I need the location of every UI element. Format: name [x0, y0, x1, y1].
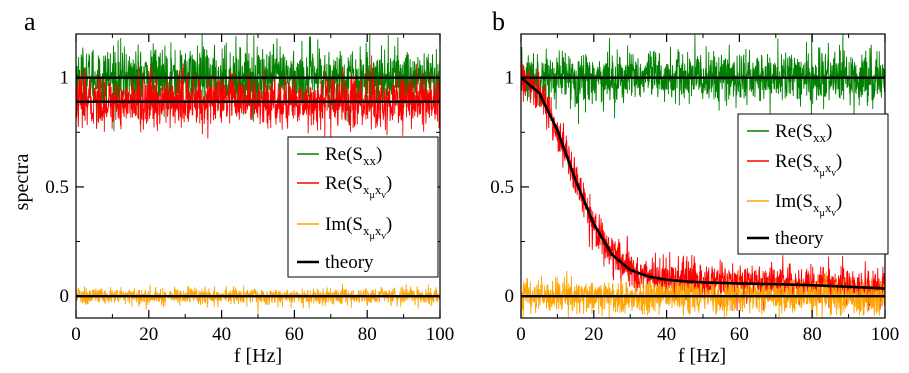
x-tick-label: 80: [803, 324, 822, 345]
panel-label-b: b: [492, 7, 505, 36]
legend-label-theory-a: theory: [325, 252, 374, 273]
x-tick-label: 80: [358, 324, 377, 345]
x-tick-label: 20: [139, 324, 158, 345]
y-tick-label: 1: [505, 68, 515, 89]
legend-label-re-sxmu-a: Re(Sxμxν): [325, 173, 392, 201]
plot-area: [521, 34, 885, 318]
x-tick-label: 20: [584, 324, 603, 345]
y-tick-label: 0: [505, 286, 515, 307]
theory-curve: [521, 76, 885, 290]
y-axis-label: spectra: [11, 154, 33, 211]
x-tick-label: 0: [71, 324, 81, 345]
y-tick-label: 0.5: [45, 177, 69, 198]
legend-box-b: [737, 113, 889, 255]
x-tick-label: 0: [516, 324, 526, 345]
legend-b: Re(Sxx) Re(Sxμxν) Im(Sxμxν) theory: [737, 113, 889, 255]
x-tick-label: 40: [212, 324, 231, 345]
x-tick-label: 100: [871, 324, 900, 345]
series-line-re_sxx: [521, 34, 885, 126]
panel-label-a: a: [24, 7, 36, 36]
y-tick-label: 0.5: [490, 177, 514, 198]
y-tick-label: 1: [60, 68, 70, 89]
x-tick-label: 40: [657, 324, 676, 345]
legend-label-theory-b: theory: [775, 228, 824, 249]
legend-label-re-sxx-a: Re(Sxx): [325, 144, 382, 168]
series-line-im_sxmu: [76, 283, 440, 314]
legend-label-re-sxx-b: Re(Sxx): [775, 121, 832, 145]
x-tick-label: 60: [730, 324, 749, 345]
chart-panel-a: 0 20 40 60 80 100 0 0.5 1: [45, 33, 455, 345]
legend-label-im-sxmu-b: Im(Sxμxν): [775, 191, 842, 219]
y-tick-label: 0: [60, 286, 70, 307]
legend-a: Re(Sxx) Re(Sxμxν) Im(Sxμxν) theory: [287, 136, 439, 278]
plot-area: [76, 34, 440, 314]
legend-box-a: [287, 136, 439, 278]
chart-panel-b: 0 20 40 60 80 100 0 0.5 1: [490, 33, 900, 345]
x-axis-label-b: f [Hz]: [678, 345, 726, 367]
x-tick-label: 60: [285, 324, 304, 345]
x-axis-label-a: f [Hz]: [234, 345, 282, 367]
x-tick-label: 100: [426, 324, 455, 345]
legend-label-re-sxmu-b: Re(Sxμxν): [775, 151, 842, 179]
legend-label-im-sxmu-a: Im(Sxμxν): [325, 214, 392, 242]
series-line-re_sxmu: [76, 55, 440, 139]
